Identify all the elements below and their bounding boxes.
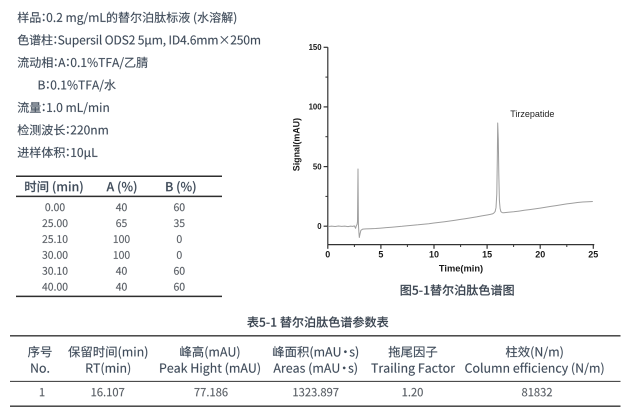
svg-text:5: 5: [378, 250, 383, 260]
svg-text:25: 25: [588, 250, 598, 260]
svg-text:50: 50: [313, 162, 322, 171]
svg-text:Signal(mAU): Signal(mAU): [292, 118, 302, 171]
svg-text:0: 0: [317, 222, 322, 231]
svg-text:15: 15: [482, 250, 492, 260]
svg-text:150: 150: [309, 43, 323, 52]
svg-text:10: 10: [429, 250, 439, 260]
svg-text:Time(min): Time(min): [439, 263, 483, 273]
svg-text:100: 100: [309, 103, 323, 112]
svg-text:Tirzepatide: Tirzepatide: [510, 109, 554, 119]
svg-text:20: 20: [535, 250, 545, 260]
svg-text:0: 0: [325, 250, 330, 260]
